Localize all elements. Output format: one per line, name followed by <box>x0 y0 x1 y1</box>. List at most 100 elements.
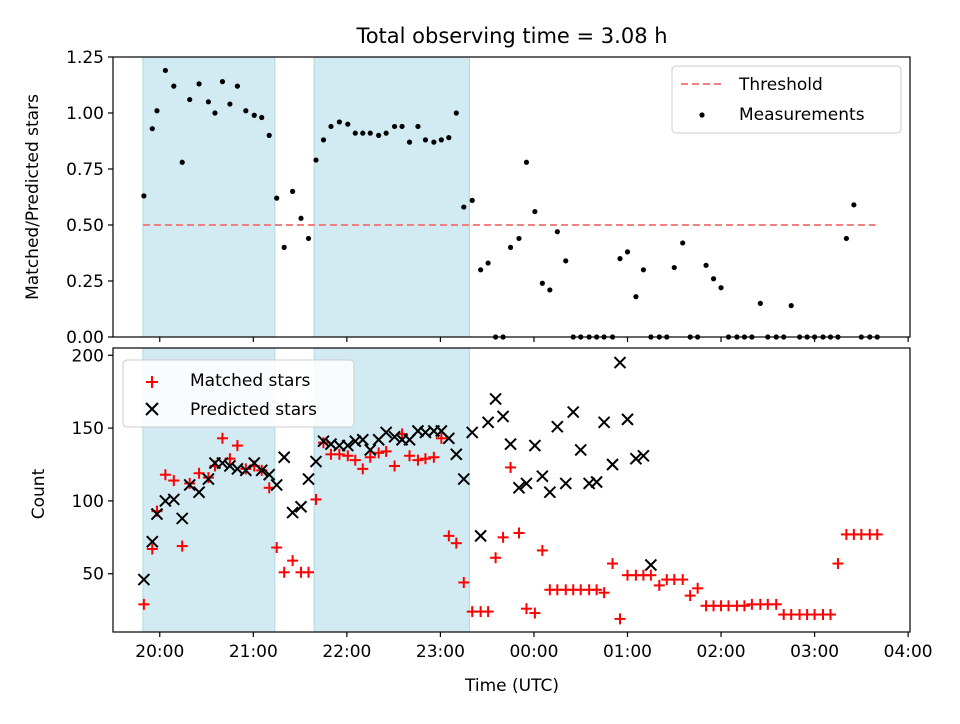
bottom-y-axis-label: Count <box>29 468 49 519</box>
predicted-star-marker <box>388 430 401 444</box>
measurement-point <box>710 276 717 282</box>
predicted-star-marker <box>597 416 611 429</box>
predicted-star-marker <box>442 432 456 445</box>
measurement-point <box>367 130 373 136</box>
predicted-star-marker <box>536 469 549 483</box>
top-shaded-interval <box>142 56 276 338</box>
marker-stroke <box>613 356 627 369</box>
marker-stroke <box>150 507 164 521</box>
marker-stroke <box>349 435 362 448</box>
marker-stroke <box>216 456 229 470</box>
measurement-point <box>266 132 272 138</box>
measurement-point <box>281 244 287 250</box>
matched-star-marker <box>482 606 494 618</box>
measurement-point <box>290 188 296 194</box>
marker-stroke <box>536 469 549 483</box>
measurement-point <box>259 114 265 121</box>
marker-stroke <box>481 416 495 429</box>
marker-stroke <box>202 472 215 486</box>
matched-star-marker <box>520 603 532 615</box>
matched-star-marker <box>505 461 517 473</box>
predicted-star-marker <box>146 535 159 548</box>
measurement-point <box>179 159 185 165</box>
legend-predicted-label: Predicted stars <box>190 400 317 420</box>
measurement-point <box>478 267 484 273</box>
marker-stroke <box>379 426 393 439</box>
measurement-point <box>788 303 794 309</box>
predicted-star-marker <box>574 443 587 457</box>
matched-star-marker <box>412 454 424 466</box>
marker-stroke <box>528 439 542 452</box>
x-tick-label: 22:00 <box>322 642 371 662</box>
marker-stroke <box>551 420 564 433</box>
marker-stroke <box>183 478 196 492</box>
matched-star-marker <box>770 598 782 610</box>
measurement-point <box>406 139 413 145</box>
measurement-point <box>205 99 212 105</box>
predicted-star-marker <box>637 449 650 462</box>
predicted-star-marker <box>341 439 355 452</box>
marker-stroke <box>341 439 355 452</box>
matched-star-marker <box>271 542 283 554</box>
measurement-point <box>554 229 560 235</box>
measurement-point <box>617 256 623 262</box>
top-y-tick-label: 1.00 <box>66 104 104 124</box>
marker-stroke <box>590 475 603 489</box>
top-y-tick-label: 0.25 <box>66 272 104 292</box>
matched-star-marker <box>159 469 171 481</box>
matched-star-marker <box>202 472 214 484</box>
predicted-star-marker <box>364 443 377 457</box>
matched-star-marker <box>193 467 205 479</box>
marker-stroke <box>302 472 315 486</box>
predicted-star-marker <box>567 405 580 419</box>
predicted-star-marker <box>317 435 330 448</box>
measurement-point <box>352 130 358 136</box>
matched-star-marker <box>607 558 619 570</box>
predicted-star-marker <box>644 558 658 572</box>
marker-stroke <box>294 500 308 513</box>
predicted-star-marker <box>216 456 229 470</box>
top-axes-frame <box>112 56 911 338</box>
marker-stroke <box>167 493 181 506</box>
marker-stroke <box>582 477 596 490</box>
measurement-point <box>376 132 382 138</box>
x-tick-label: 00:00 <box>509 642 558 662</box>
marker-stroke <box>512 481 526 495</box>
predicted-star-marker <box>520 477 533 490</box>
measurement-point <box>640 267 646 273</box>
marker-stroke <box>466 426 479 439</box>
top-y-tick-label: 0.75 <box>66 160 104 180</box>
marker-stroke <box>255 464 268 477</box>
measurement-point <box>453 110 459 116</box>
matched-star-marker <box>645 569 657 581</box>
legend-threshold-label: Threshold <box>738 75 823 95</box>
marker-stroke <box>364 443 377 457</box>
x-tick-label: 21:00 <box>229 642 278 662</box>
x-tick-label: 04:00 <box>884 642 933 662</box>
marker-stroke <box>286 506 299 519</box>
matched-star-marker <box>357 463 369 475</box>
predicted-star-marker <box>559 477 572 490</box>
measurement-point <box>461 204 467 210</box>
matched-star-marker <box>184 477 196 489</box>
bottom-y-tick-label: 100 <box>72 492 104 512</box>
bottom-y-tick-label: 50 <box>82 565 104 585</box>
measurement-point <box>187 96 193 103</box>
chart-title: Total observing time = 3.08 h <box>355 24 667 48</box>
legend-matched-swatch <box>146 376 158 388</box>
matched-star-marker <box>168 475 180 487</box>
measurement-point <box>446 135 452 141</box>
measurement-point <box>313 157 319 163</box>
matched-star-marker <box>598 587 610 599</box>
measurement-point <box>415 123 421 130</box>
matched-star-marker <box>364 451 376 463</box>
marker-stroke <box>435 424 448 438</box>
measurement-point <box>532 208 538 215</box>
measurement-point <box>227 101 233 107</box>
top-y-axis-label: Matched/Predicted stars <box>23 94 43 300</box>
measurement-point <box>399 123 405 130</box>
predicted-star-marker <box>489 392 502 406</box>
measurement-point <box>431 139 437 145</box>
marker-stroke <box>489 392 502 406</box>
predicted-star-marker <box>137 573 151 586</box>
